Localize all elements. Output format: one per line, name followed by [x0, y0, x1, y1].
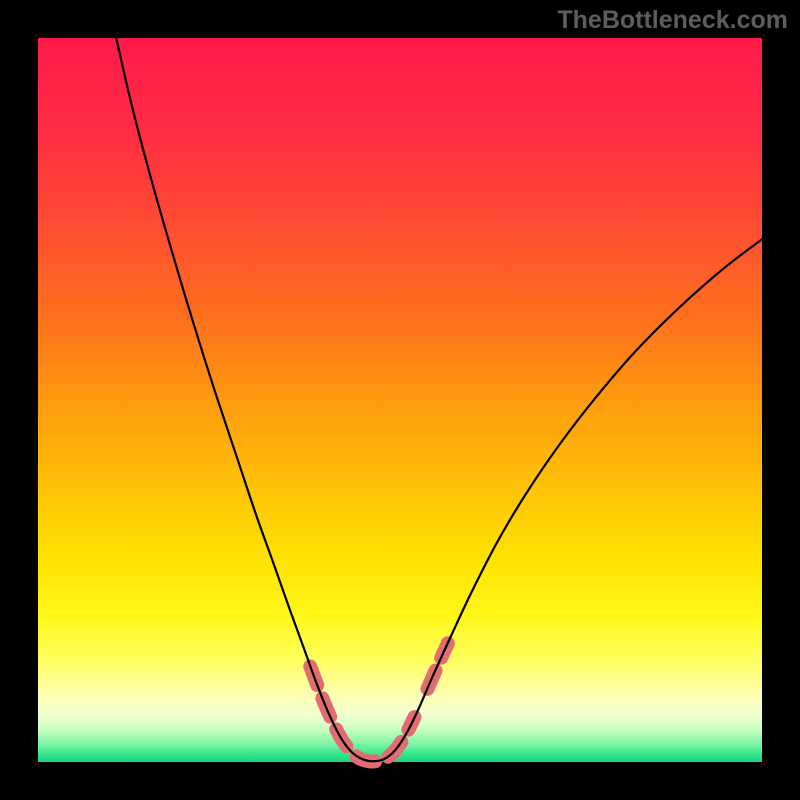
watermark-text: TheBottleneck.com [557, 6, 788, 35]
figure-root: TheBottleneck.com [0, 0, 800, 800]
bottleneck-chart-svg [0, 0, 800, 800]
gradient-plot-area [38, 38, 762, 762]
